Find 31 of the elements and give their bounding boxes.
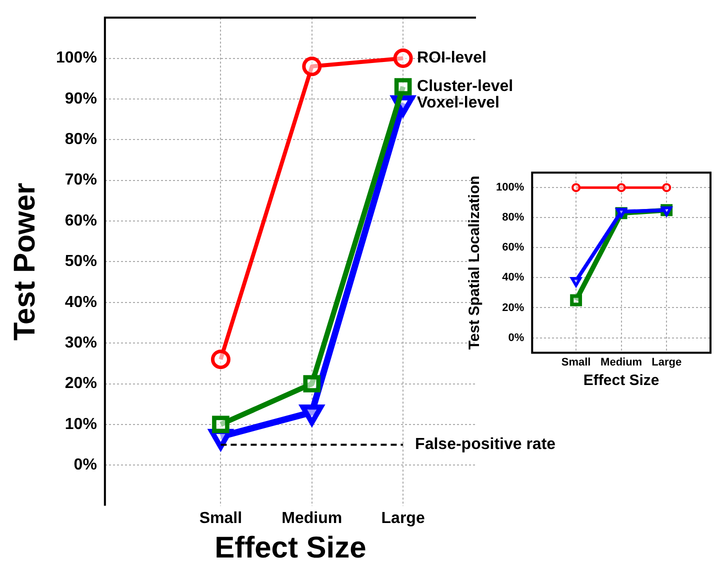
- series-label: Voxel-level: [417, 94, 500, 112]
- y-tick-label: 60%: [502, 242, 524, 254]
- ref-line-label: False-positive rate: [415, 436, 556, 454]
- y-tick-label: 100%: [496, 182, 524, 194]
- y-tick-label: 20%: [64, 375, 97, 392]
- y-tick-label: 50%: [64, 253, 97, 270]
- series-label: Cluster-level: [417, 78, 514, 96]
- x-tick-label: Small: [199, 510, 242, 527]
- y-tick-label: 40%: [64, 294, 97, 311]
- y-tick-label: 80%: [502, 212, 524, 224]
- y-tick-label: 0%: [508, 332, 524, 344]
- x-tick-label: Large: [652, 356, 682, 368]
- series-label: ROI-level: [417, 50, 486, 67]
- x-axis-title: Effect Size: [214, 531, 366, 564]
- y-tick-label: 80%: [64, 131, 97, 148]
- x-tick-label: Large: [381, 510, 425, 527]
- x-tick-label: Medium: [282, 510, 342, 527]
- y-tick-label: 100%: [56, 50, 97, 67]
- y-tick-label: 60%: [64, 212, 97, 230]
- y-tick-label: 40%: [502, 272, 524, 284]
- y-tick-label: 10%: [64, 416, 97, 433]
- y-tick-label: 90%: [64, 90, 97, 108]
- x-tick-label: Small: [561, 356, 591, 368]
- y-tick-label: 30%: [64, 334, 97, 352]
- y-tick-label: 70%: [64, 172, 97, 189]
- y-tick-label: 0%: [74, 456, 97, 474]
- y-axis-title: Test Spatial Localization: [466, 176, 484, 350]
- y-axis-title: Test Power: [8, 182, 42, 341]
- y-tick-label: 20%: [502, 302, 524, 314]
- x-tick-label: Medium: [600, 356, 642, 368]
- x-axis-title: Effect Size: [583, 372, 660, 390]
